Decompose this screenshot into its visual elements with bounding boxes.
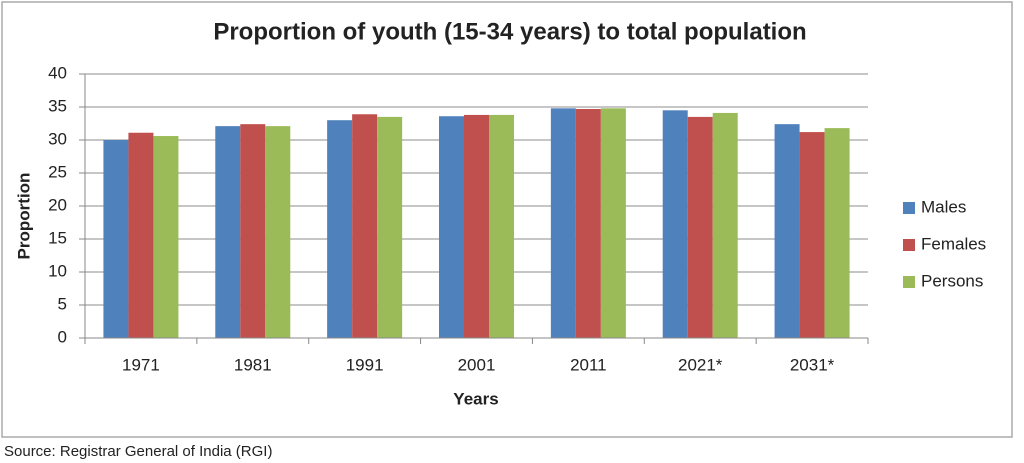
bar (240, 124, 266, 338)
y-tick-label: 15 (48, 228, 67, 247)
bar (215, 126, 241, 338)
x-tick-label: 2031* (790, 355, 835, 374)
bar (662, 110, 688, 338)
bar (327, 120, 353, 338)
bar (774, 124, 800, 338)
legend-swatch (903, 276, 915, 288)
bar (352, 114, 378, 338)
source-note: Source: Registrar General of India (RGI) (4, 443, 272, 460)
x-tick-label: 1991 (346, 355, 384, 374)
x-axis-label: Years (453, 389, 498, 408)
bar (550, 108, 576, 338)
y-tick-label: 25 (48, 162, 67, 181)
x-tick-label: 1981 (234, 355, 272, 374)
legend-label: Males (921, 197, 966, 216)
x-tick-label: 2021* (678, 355, 723, 374)
y-tick-label: 0 (58, 327, 67, 346)
legend-swatch (903, 239, 915, 251)
y-axis-label: Proportion (14, 173, 33, 260)
x-tick-label: 1971 (122, 355, 160, 374)
legend-swatch (903, 202, 915, 214)
y-tick-label: 5 (58, 294, 67, 313)
bar (600, 108, 626, 338)
bar (687, 116, 713, 339)
bar (799, 132, 825, 338)
bar (712, 112, 738, 338)
bar (128, 132, 154, 338)
bar (489, 114, 514, 338)
bar (153, 136, 179, 338)
bar (265, 126, 291, 338)
bar (439, 116, 464, 339)
y-tick-label: 10 (48, 261, 67, 280)
chart-title: Proportion of youth (15-34 years) to tot… (213, 18, 806, 45)
legend-label: Persons (921, 271, 983, 290)
bar (824, 128, 850, 338)
bar (575, 108, 601, 338)
legend-label: Females (921, 234, 986, 253)
bar (377, 116, 403, 339)
bar (103, 140, 129, 338)
y-tick-label: 30 (48, 129, 67, 148)
x-tick-label: 2001 (458, 355, 496, 374)
y-tick-label: 35 (48, 96, 67, 115)
y-tick-label: 20 (48, 195, 67, 214)
bar (464, 114, 489, 338)
y-tick-label: 40 (48, 63, 67, 82)
x-tick-label: 2011 (570, 355, 607, 374)
